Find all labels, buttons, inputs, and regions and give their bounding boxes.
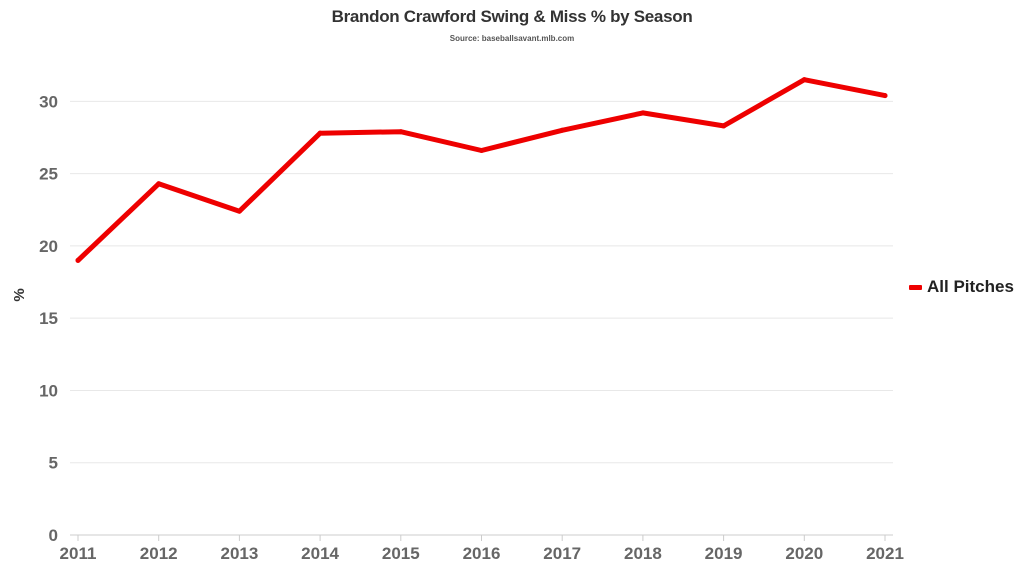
x-tick-label: 2012 xyxy=(140,544,178,563)
series-line-all-pitches[interactable] xyxy=(75,77,888,263)
x-tick-label: 2016 xyxy=(463,544,501,563)
data-point[interactable] xyxy=(801,77,807,83)
y-tick-label: 10 xyxy=(39,381,58,400)
x-tick-label: 2017 xyxy=(543,544,581,563)
x-tick-label: 2021 xyxy=(866,544,904,563)
gridlines xyxy=(70,100,893,536)
y-tick-label: 5 xyxy=(49,454,58,473)
data-point[interactable] xyxy=(317,130,323,136)
data-point[interactable] xyxy=(721,123,727,129)
x-tick-label: 2013 xyxy=(220,544,258,563)
series-lines xyxy=(75,77,888,263)
legend-swatch xyxy=(909,284,922,290)
y-tick-label: 30 xyxy=(39,92,58,111)
y-tick-label: 15 xyxy=(39,309,58,328)
legend-label-all-pitches: All Pitches xyxy=(927,277,1014,296)
legend[interactable]: All Pitches xyxy=(909,277,1014,297)
x-tick-label: 2018 xyxy=(624,544,662,563)
y-axis-ticks: 0 5 10 15 20 25 30 xyxy=(39,92,58,545)
chart-title: Brandon Crawford Swing & Miss % by Seaso… xyxy=(331,7,693,26)
x-tick-label: 2011 xyxy=(60,544,97,563)
y-axis-title: % xyxy=(11,288,28,301)
data-point[interactable] xyxy=(156,181,162,187)
x-axis-ticks: 2011 2012 2013 2014 2015 2016 2017 2018 2019 2020… xyxy=(60,535,904,563)
data-point[interactable] xyxy=(882,93,888,99)
data-point[interactable] xyxy=(75,257,81,263)
data-point[interactable] xyxy=(398,129,404,135)
chart-subtitle: Source: baseballsavant.mlb.com xyxy=(449,34,575,43)
data-point[interactable] xyxy=(236,208,242,214)
data-point[interactable] xyxy=(479,148,484,154)
x-tick-label: 2015 xyxy=(382,544,420,563)
y-tick-label: 25 xyxy=(39,165,58,184)
x-tick-label: 2019 xyxy=(705,544,743,563)
data-point[interactable] xyxy=(559,127,565,133)
y-tick-label: 0 xyxy=(49,526,58,545)
x-tick-label: 2014 xyxy=(301,544,339,563)
x-tick-label: 2020 xyxy=(785,544,823,563)
y-tick-label: 20 xyxy=(39,237,58,256)
data-point[interactable] xyxy=(640,110,646,116)
